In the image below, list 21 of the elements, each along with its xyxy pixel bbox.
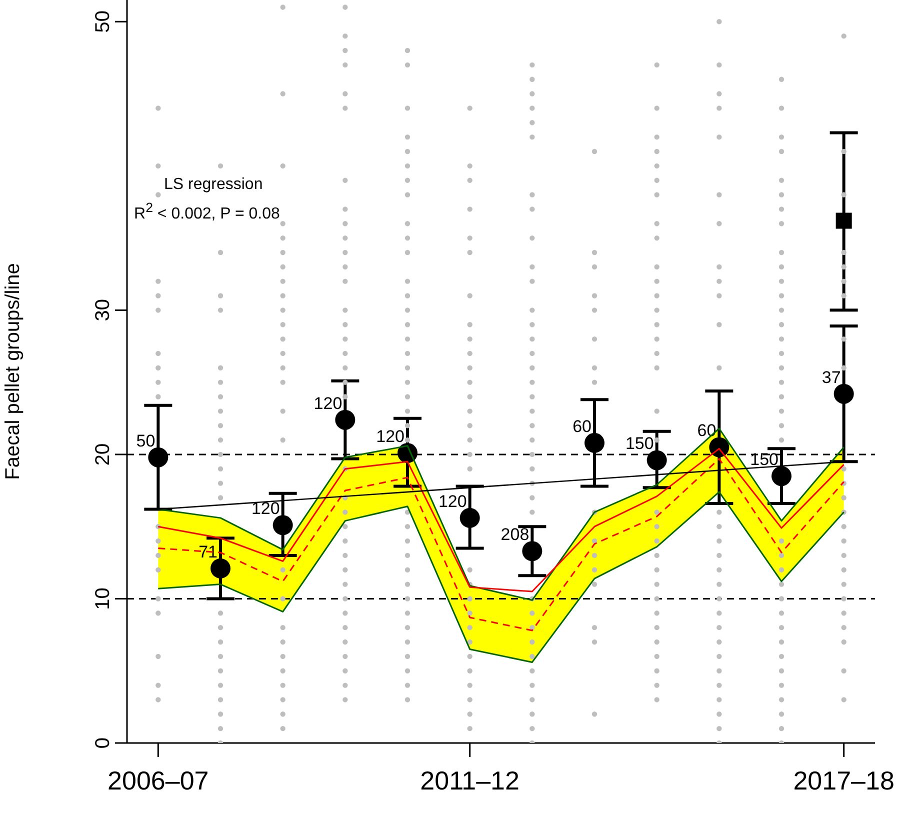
annotation: R$^{2}$ < 0.002, P = 0.08: [134, 200, 280, 224]
x-tick-label: 2006–07: [108, 765, 209, 796]
annotation: 50: [136, 431, 156, 450]
y-tick-label: 0: [92, 737, 114, 749]
annotation: 60: [572, 416, 592, 436]
annotation: 120: [438, 492, 467, 511]
y-axis-title: Faecal pellet groups/line: [2, 263, 24, 480]
annotation: 120: [376, 427, 404, 446]
annotation: 150: [625, 434, 654, 454]
y-tick-label: 30: [92, 299, 114, 322]
y-tick-label: 10: [92, 588, 114, 610]
x-tick-label: 2017–18: [793, 765, 894, 796]
y-tick-label: 50: [92, 10, 114, 33]
annotation: 120: [314, 394, 342, 413]
x-tick-label: 2011–12: [420, 765, 520, 796]
annotation: 208: [500, 525, 530, 544]
y-tick-label: 20: [92, 443, 114, 466]
annotation: 37: [822, 368, 841, 387]
annotation: 120: [251, 499, 280, 518]
annotation: LS regression: [164, 176, 263, 194]
annotation: 71: [198, 542, 218, 562]
